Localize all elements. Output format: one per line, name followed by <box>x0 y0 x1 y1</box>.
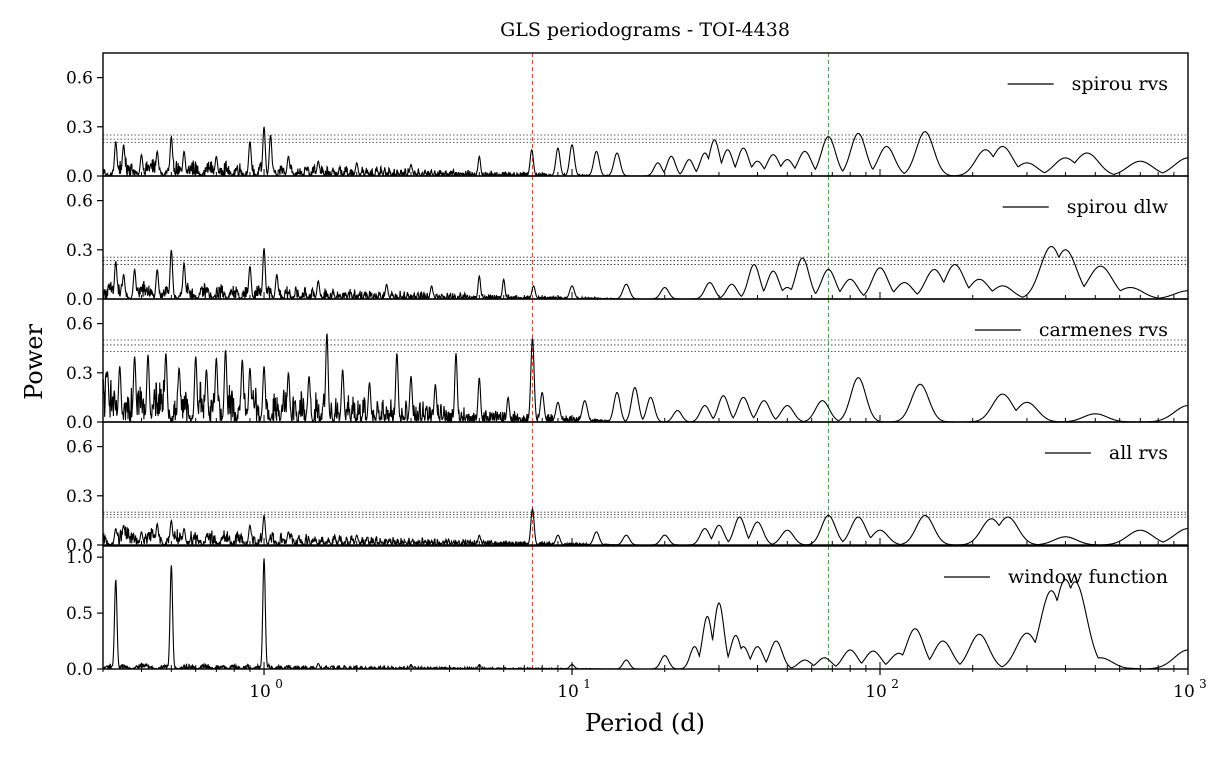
y-tick-label: 0.3 <box>66 487 93 507</box>
legend-label-carmenes-rvs: carmenes rvs <box>1039 319 1168 341</box>
legend-label-spirou-rvs: spirou rvs <box>1072 73 1168 95</box>
y-tick-label: 0.0 <box>66 167 93 187</box>
panel-spirou-rvs: 0.0 0.3 0.6 spirou rvs <box>66 52 1189 187</box>
legend-label-window-function: window function <box>1008 566 1168 588</box>
y-axis-label: Power <box>20 324 48 400</box>
panel-all-rvs: 0.0 0.3 0.6 all rvs <box>66 421 1189 556</box>
panel-window-function: 0.0 0.5 1.0 window function <box>66 545 1189 680</box>
panel-spirou-dlw: 0.0 0.3 0.6 spirou dlw <box>66 175 1189 310</box>
y-tick-label: 1.0 <box>66 548 93 568</box>
y-tick-label: 0.0 <box>66 290 93 310</box>
x-tick-exponent: 1 <box>583 677 591 691</box>
x-tick-label: 10 <box>557 682 579 702</box>
x-axis-label: Period (d) <box>585 709 705 737</box>
series-line-carmenes-rvs <box>103 333 1188 422</box>
y-tick-label: 0.3 <box>66 118 93 138</box>
series-line-spirou-rvs <box>103 126 1188 176</box>
y-tick-label: 0.6 <box>66 438 93 458</box>
y-tick-label: 0.3 <box>66 241 93 261</box>
y-tick-label: 0.6 <box>66 192 93 212</box>
panel-frame <box>102 421 1189 546</box>
panel-frame <box>102 545 1189 670</box>
x-tick-label: 10 <box>249 682 271 702</box>
y-tick-label: 0.6 <box>66 69 93 89</box>
x-tick-exponent: 2 <box>891 677 899 691</box>
x-tick-label: 10 <box>1173 682 1195 702</box>
y-tick-label: 0.3 <box>66 364 93 384</box>
y-tick-label: 0.0 <box>66 413 93 433</box>
x-tick-label: 10 <box>865 682 887 702</box>
x-axis: 10 0 10 1 10 2 10 3 <box>102 669 1207 702</box>
panel-carmenes-rvs: 0.0 0.3 0.6 carmenes rvs <box>66 298 1189 433</box>
legend-label-all-rvs: all rvs <box>1109 442 1168 464</box>
x-tick-exponent: 0 <box>275 677 283 691</box>
y-tick-label: 0.5 <box>66 604 93 624</box>
legend-label-spirou-dlw: spirou dlw <box>1067 196 1169 218</box>
y-tick-label: 0.0 <box>66 536 93 556</box>
x-tick-exponent: 3 <box>1199 677 1207 691</box>
y-tick-label: 0.6 <box>66 315 93 335</box>
y-tick-label: 0.0 <box>66 660 93 680</box>
chart-title: GLS periodograms - TOI-4438 <box>500 19 790 41</box>
series-line-all-rvs <box>103 507 1188 545</box>
series-line-spirou-dlw <box>103 245 1188 299</box>
